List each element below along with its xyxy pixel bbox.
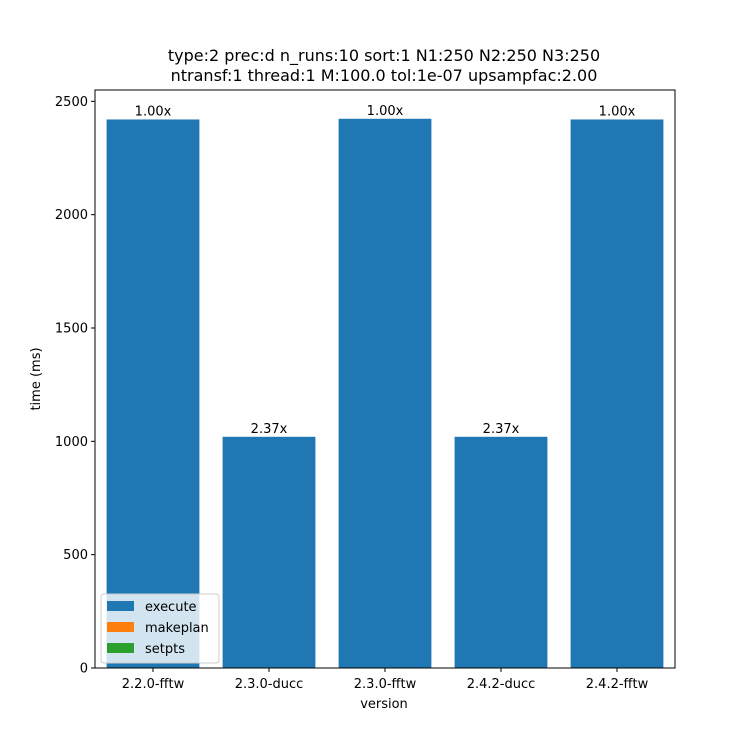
x-tick-label-1: 2.3.0-ducc	[235, 677, 304, 692]
legend-label-execute: execute	[145, 600, 197, 615]
y-axis: 0 500 1000 1500 2000 2500	[55, 95, 95, 677]
bar-labels-group: 1.00x 2.37x 1.00x 2.37x 1.00x	[135, 104, 636, 437]
x-tick-label-0: 2.2.0-fftw	[122, 677, 185, 692]
bar-label-0: 1.00x	[135, 104, 172, 119]
bar-label-1: 2.37x	[251, 422, 288, 437]
bar-label-2: 1.00x	[367, 104, 404, 119]
y-tick-label-3: 1500	[55, 322, 88, 337]
bar-label-4: 1.00x	[599, 104, 636, 119]
y-tick-label-4: 2000	[55, 208, 88, 223]
bar-label-3: 2.37x	[483, 422, 520, 437]
y-axis-label: time (ms)	[29, 347, 44, 410]
x-tick-label-3: 2.4.2-ducc	[467, 677, 536, 692]
x-tick-label-2: 2.3.0-fftw	[354, 677, 417, 692]
legend-swatch-execute	[107, 601, 134, 611]
title-line-2: ntransf:1 thread:1 M:100.0 tol:1e-07 ups…	[171, 66, 598, 85]
y-tick-label-2: 1000	[55, 435, 88, 450]
x-tick-label-4: 2.4.2-fftw	[586, 677, 649, 692]
y-tick-label-0: 0	[80, 662, 88, 677]
bars-group	[106, 118, 664, 669]
bar-execute-0	[106, 119, 200, 669]
bar-execute-2	[338, 118, 432, 669]
y-tick-label-1: 500	[63, 548, 88, 563]
bar-execute-3	[454, 436, 548, 668]
legend-label-setpts: setpts	[145, 642, 185, 657]
legend-label-makeplan: makeplan	[145, 621, 209, 636]
legend: execute makeplan setpts	[100, 593, 220, 664]
bar-execute-1	[222, 436, 316, 668]
y-tick-label-5: 2500	[55, 95, 88, 110]
x-axis: 2.2.0-fftw 2.3.0-ducc 2.3.0-fftw 2.4.2-ducc…	[122, 668, 649, 692]
title-line-1: type:2 prec:d n_runs:10 sort:1 N1:250 N2…	[168, 46, 600, 66]
legend-swatch-setpts	[107, 643, 134, 653]
bar-execute-4	[570, 119, 664, 669]
legend-swatch-makeplan	[107, 622, 134, 632]
x-axis-label: version	[360, 697, 408, 712]
chart-title: type:2 prec:d n_runs:10 sort:1 N1:250 N2…	[168, 46, 600, 85]
